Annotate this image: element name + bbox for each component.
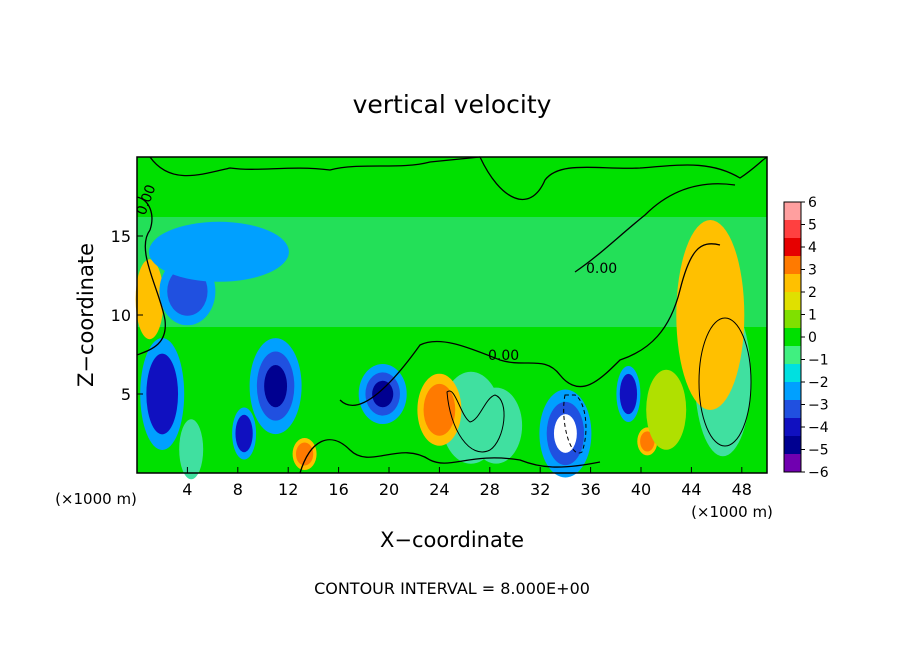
colorbar-label-0: 6 — [808, 195, 817, 211]
contour-bottom-center — [299, 439, 601, 474]
colorbar-label-11: −5 — [808, 443, 829, 459]
colorbar-swatch-11 — [784, 400, 801, 419]
colorbar-swatch-14 — [784, 454, 801, 473]
colorbar-swatch-4 — [784, 274, 801, 293]
heat-blob-2-0 — [135, 259, 164, 340]
colorbar-swatch-10 — [784, 382, 801, 401]
plot-area: 0.00 0.00 0.00 — [134, 156, 768, 480]
colorbar-label-12: −6 — [808, 465, 829, 481]
colorbar-swatch-2 — [784, 238, 801, 257]
x-axis-ticks: 4 8 12 16 20 24 28 32 36 40 44 48 — [182, 467, 752, 499]
colorbar-swatch-8 — [784, 346, 801, 365]
colorbar-swatch-0 — [784, 202, 801, 221]
x-tick-label-7: 32 — [530, 480, 550, 499]
x-tick-label-5: 24 — [429, 480, 449, 499]
colorbar: 6 5 4 3 2 1 0 −1 −2 −3 −4 −5 −6 — [783, 195, 829, 481]
colorbar-label-5: 1 — [808, 308, 817, 324]
x-tick-label-10: 44 — [681, 480, 701, 499]
x-unit-left: (×1000 m) — [55, 490, 137, 508]
colorbar-swatch-7 — [784, 328, 801, 347]
zero-contours — [136, 156, 768, 474]
colorbar-swatch-13 — [784, 436, 801, 455]
colorbar-swatch-5 — [784, 292, 801, 311]
heat-blob-4-0 — [470, 387, 523, 464]
heat-blob-5-0 — [179, 419, 204, 480]
chart-title: vertical velocity — [353, 90, 552, 119]
contour-top-left — [149, 156, 481, 177]
footer-contour-interval: CONTOUR INTERVAL = 8.000E+00 — [314, 579, 590, 598]
heat-blob-15-1 — [235, 414, 253, 453]
colorbar-swatch-12 — [784, 418, 801, 437]
x-tick-label-3: 16 — [328, 480, 348, 499]
x-tick-label-4: 20 — [379, 480, 399, 499]
y-tick-label-0: 5 — [121, 385, 131, 404]
x-tick-label-1: 8 — [233, 480, 243, 499]
heat-blob-14-1 — [619, 373, 638, 415]
contour-inner-right — [698, 317, 752, 447]
heat-blob-17-0 — [646, 369, 687, 450]
colorbar-label-7: −1 — [808, 353, 829, 369]
heat-blob-7-1 — [640, 431, 655, 452]
y-axis-label: Z−coordinate — [74, 243, 98, 387]
colorbar-swatch-9 — [784, 364, 801, 383]
x-tick-label-11: 48 — [732, 480, 752, 499]
x-tick-label-0: 4 — [182, 480, 192, 499]
colorbar-swatch-1 — [784, 220, 801, 239]
heatmap-blobs — [135, 217, 767, 480]
contour-inner-dashed — [563, 394, 587, 454]
heat-blob-6-1 — [295, 442, 314, 466]
colorbar-label-9: −3 — [808, 398, 829, 414]
colorbar-label-6: 0 — [808, 330, 817, 346]
colorbar-label-4: 2 — [808, 285, 817, 301]
y-tick-label-2: 15 — [111, 227, 131, 246]
x-unit-right: (×1000 m) — [691, 503, 773, 521]
colorbar-swatch-6 — [784, 310, 801, 329]
contour-top-right — [479, 156, 768, 201]
heat-blob-10-2 — [553, 414, 577, 453]
heat-blob-9-2 — [372, 380, 394, 408]
contour-inner-center — [446, 390, 505, 453]
contour-left-column — [136, 196, 166, 356]
colorbar-label-10: −4 — [808, 420, 829, 436]
x-tick-label-2: 12 — [278, 480, 298, 499]
colorbar-swatch-3 — [784, 256, 801, 275]
contour-right-cap — [574, 183, 736, 273]
x-tick-label-6: 28 — [480, 480, 500, 499]
colorbar-label-2: 4 — [808, 240, 817, 256]
contour-mid-band — [339, 243, 721, 406]
x-tick-label-8: 36 — [580, 480, 600, 499]
heat-blob-11-2 — [264, 364, 288, 408]
contour-label-right: 0.00 — [586, 261, 617, 277]
colorbar-label-8: −2 — [808, 375, 829, 391]
heat-blob-1-0 — [676, 220, 745, 410]
y-tick-label-1: 10 — [111, 306, 131, 325]
x-axis-label: X−coordinate — [380, 528, 524, 552]
heat-blob-16-0 — [148, 221, 289, 282]
colorbar-label-3: 3 — [808, 263, 817, 279]
heat-blob-12-1 — [146, 353, 179, 435]
x-tick-label-9: 40 — [631, 480, 651, 499]
y-axis-ticks: 5 10 15 — [111, 227, 143, 404]
contour-label-center: 0.00 — [488, 348, 519, 364]
colorbar-label-1: 5 — [808, 218, 817, 234]
